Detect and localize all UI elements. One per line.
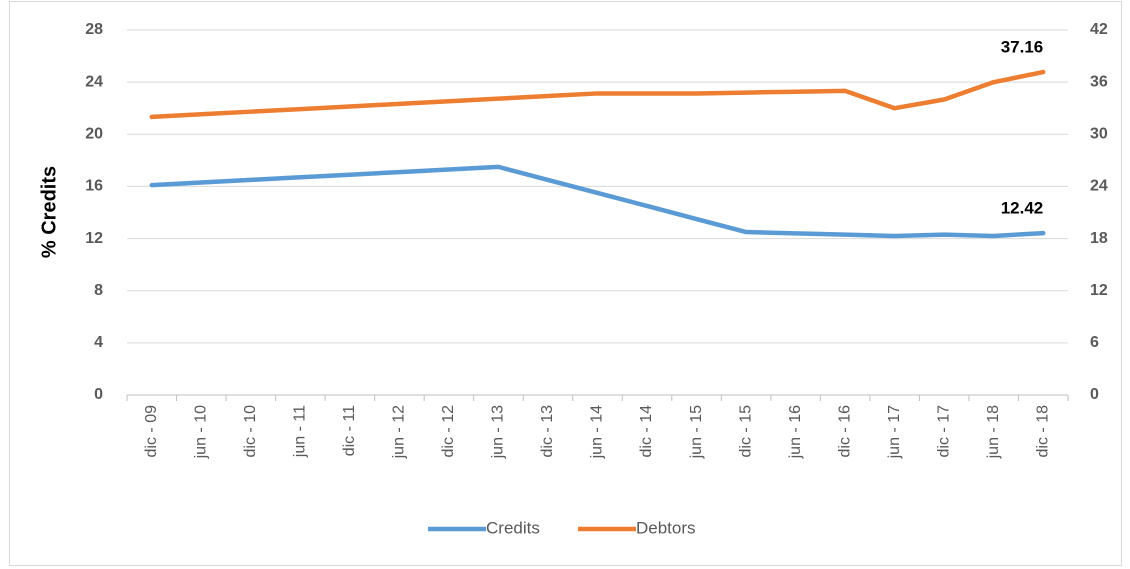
x-tick-label: dic - 15 — [737, 405, 754, 458]
x-tick-label: dic - 10 — [242, 405, 259, 458]
x-tick-label: jun - 14 — [589, 405, 606, 459]
x-tick-label: dic - 14 — [638, 405, 655, 458]
series-line — [149, 164, 1046, 239]
legend-label: Debtors — [636, 518, 696, 537]
x-tick-label: jun - 15 — [688, 405, 705, 459]
data-label: 37.16 — [1001, 38, 1044, 57]
x-tick-label: jun - 12 — [391, 405, 408, 459]
y2-tick-label: 42 — [1090, 21, 1108, 38]
x-tick-label: dic - 11 — [341, 405, 358, 456]
x-tick-label: jun - 18 — [985, 405, 1002, 459]
data-label: 12.42 — [1001, 199, 1044, 218]
y2-tick-label: 36 — [1090, 73, 1108, 90]
y-tick-label: 28 — [85, 21, 103, 38]
y2-tick-label: 30 — [1090, 126, 1108, 143]
x-tick-label: dic - 16 — [836, 405, 853, 458]
x-tick-label: dic - 12 — [440, 405, 457, 458]
x-tick-label: dic - 18 — [1034, 405, 1051, 458]
y-tick-label: 24 — [85, 73, 103, 90]
y2-tick-label: 0 — [1090, 386, 1099, 403]
y-axis-label: % Credits — [38, 166, 60, 258]
y-tick-label: 16 — [85, 178, 103, 195]
y-tick-label: 4 — [94, 334, 103, 351]
chart-frame — [9, 1, 1122, 566]
legend-label: Credits — [486, 518, 540, 537]
y-tick-label: 0 — [94, 386, 103, 403]
series-line — [149, 69, 1046, 120]
y-tick-label: 8 — [94, 282, 103, 299]
x-tick-label: jun - 11 — [292, 405, 309, 458]
y2-tick-label: 6 — [1090, 334, 1099, 351]
y-tick-label: 12 — [85, 230, 103, 247]
y2-tick-label: 18 — [1090, 230, 1108, 247]
x-tick-label: dic - 13 — [539, 405, 556, 458]
x-tick-label: jun - 16 — [787, 405, 804, 459]
x-tick-label: dic - 17 — [935, 405, 952, 458]
x-tick-label: jun - 10 — [193, 405, 210, 459]
x-tick-label: dic - 09 — [143, 405, 160, 458]
y2-tick-label: 12 — [1090, 282, 1108, 299]
y-tick-label: 20 — [85, 126, 103, 143]
y2-tick-label: 24 — [1090, 178, 1108, 195]
x-tick-label: jun - 13 — [490, 405, 507, 459]
x-tick-label: jun - 17 — [886, 405, 903, 459]
